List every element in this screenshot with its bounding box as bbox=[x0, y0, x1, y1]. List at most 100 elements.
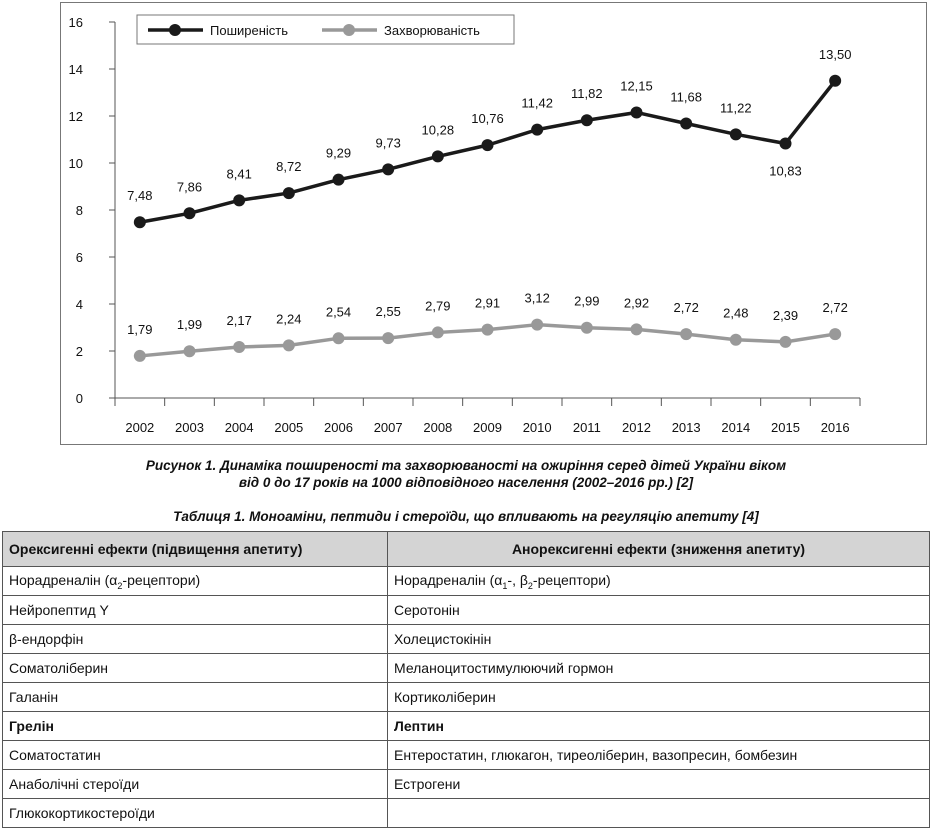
data-point bbox=[580, 321, 593, 334]
x-tick-label: 2002 bbox=[125, 420, 154, 435]
table-row: Норадреналін (α2-рецептори) Норадреналін… bbox=[2, 566, 930, 596]
data-label: 2,72 bbox=[823, 300, 848, 315]
y-tick-label: 0 bbox=[76, 391, 83, 406]
table-caption: Таблиця 1. Моноаміни, пептиди і стероїди… bbox=[173, 509, 759, 524]
data-point bbox=[183, 345, 196, 358]
data-point bbox=[282, 339, 295, 352]
anorexigenic-cell: Норадреналін (α1-, β2-рецептори) bbox=[387, 566, 930, 596]
data-point bbox=[233, 194, 246, 207]
x-tick-label: 2015 bbox=[771, 420, 800, 435]
appetite-regulation-table: Орексигенні ефекти (підвищення апетиту) … bbox=[2, 531, 930, 828]
anorexigenic-cell: Лептин bbox=[387, 711, 930, 741]
table-row: Глюкокортикостероїди bbox=[2, 798, 930, 828]
orexigenic-cell: Соматостатин bbox=[2, 740, 388, 770]
data-label: 8,72 bbox=[276, 159, 301, 174]
data-label: 13,50 bbox=[819, 47, 852, 62]
data-point bbox=[431, 326, 444, 339]
data-point bbox=[531, 318, 544, 331]
data-label: 8,41 bbox=[227, 166, 252, 181]
data-label: 7,48 bbox=[127, 188, 152, 203]
table-header-row: Орексигенні ефекти (підвищення апетиту) … bbox=[2, 531, 930, 567]
data-label: 2,99 bbox=[574, 294, 599, 309]
y-tick-label: 8 bbox=[76, 203, 83, 218]
data-point bbox=[133, 349, 146, 362]
data-label: 10,76 bbox=[471, 111, 504, 126]
y-tick-label: 10 bbox=[69, 156, 83, 171]
data-label: 3,12 bbox=[525, 291, 550, 306]
data-point bbox=[630, 323, 643, 336]
y-tick-label: 12 bbox=[69, 109, 83, 124]
x-tick-label: 2013 bbox=[672, 420, 701, 435]
line-chart: 0 2 4 6 8 10 12 14 16 2002 2003 2004 2005 2006 2007 200… bbox=[69, 14, 861, 435]
data-label: 11,82 bbox=[571, 86, 603, 101]
data-point bbox=[729, 333, 742, 346]
table-row: Соматостатин Ентеростатин, глюкагон, тир… bbox=[2, 740, 930, 770]
x-tick-label: 2011 bbox=[573, 420, 601, 435]
legend-label: Поширеність bbox=[210, 23, 288, 38]
data-point bbox=[332, 173, 345, 186]
data-label: 12,15 bbox=[620, 78, 653, 93]
orexigenic-cell: Нейропептид Y bbox=[2, 595, 388, 625]
data-point bbox=[580, 114, 593, 127]
figure-caption-line-1: Рисунок 1. Динаміка поширеності та захво… bbox=[145, 458, 787, 473]
orexigenic-cell: Галанін bbox=[2, 682, 388, 712]
y-tick-label: 14 bbox=[69, 62, 83, 77]
table-row: Галанін Кортиколіберин bbox=[2, 682, 930, 712]
data-label: 11,42 bbox=[521, 96, 553, 111]
data-label: 2,54 bbox=[326, 304, 351, 319]
x-tick-label: 2010 bbox=[523, 420, 552, 435]
table-row: Грелін Лептин bbox=[2, 711, 930, 741]
figure-caption: Рисунок 1. Динаміка поширеності та захво… bbox=[0, 457, 932, 491]
table-row: Соматоліберин Меланоцитостимулюючий горм… bbox=[2, 653, 930, 683]
anorexigenic-cell: Естрогени bbox=[387, 769, 930, 799]
data-label: 2,72 bbox=[674, 300, 699, 315]
data-point bbox=[630, 106, 643, 119]
header-orexigenic: Орексигенні ефекти (підвищення апетиту) bbox=[2, 531, 388, 567]
anorexigenic-cell: Кортиколіберин bbox=[387, 682, 930, 712]
x-tick-label: 2006 bbox=[324, 420, 353, 435]
data-label: 2,55 bbox=[376, 304, 401, 319]
data-label: 2,92 bbox=[624, 295, 649, 310]
x-tick-label: 2014 bbox=[721, 420, 750, 435]
data-point bbox=[233, 341, 246, 354]
data-point bbox=[729, 128, 742, 141]
x-tick-label: 2016 bbox=[821, 420, 850, 435]
data-label: 2,17 bbox=[227, 313, 252, 328]
data-label: 2,79 bbox=[425, 298, 450, 313]
data-label: 1,79 bbox=[127, 322, 152, 337]
data-point bbox=[382, 332, 395, 345]
data-point bbox=[779, 335, 792, 348]
data-label: 10,83 bbox=[769, 163, 802, 178]
data-label: 2,91 bbox=[475, 296, 500, 311]
data-point bbox=[779, 137, 792, 150]
data-point bbox=[183, 207, 196, 220]
orexigenic-cell: Соматоліберин bbox=[2, 653, 388, 683]
data-label: 7,86 bbox=[177, 179, 202, 194]
data-label: 2,39 bbox=[773, 308, 798, 323]
y-tick-label: 6 bbox=[76, 250, 83, 265]
figure-caption-line-2: від 0 до 17 років на 1000 відповідного н… bbox=[238, 475, 694, 490]
header-anorexigenic: Анорексигенні ефекти (зниження апетиту) bbox=[387, 531, 930, 567]
x-tick-label: 2009 bbox=[473, 420, 502, 435]
orexigenic-cell: Глюкокортикостероїди bbox=[2, 798, 388, 828]
y-tick-label: 16 bbox=[69, 15, 83, 30]
data-label: 11,68 bbox=[670, 90, 702, 105]
orexigenic-cell: Грелін bbox=[2, 711, 388, 741]
orexigenic-cell: Норадреналін (α2-рецептори) bbox=[2, 566, 388, 596]
data-label: 1,99 bbox=[177, 317, 202, 332]
y-tick-label: 4 bbox=[76, 297, 83, 312]
table-row: Анаболічні стероїди Естрогени bbox=[2, 769, 930, 799]
data-label: 9,29 bbox=[326, 146, 351, 161]
x-tick-label: 2007 bbox=[374, 420, 403, 435]
anorexigenic-cell: Серотонін bbox=[387, 595, 930, 625]
data-label: 10,28 bbox=[422, 122, 455, 137]
legend-swatch-marker bbox=[343, 24, 355, 36]
data-point bbox=[282, 187, 295, 200]
data-label: 9,73 bbox=[376, 135, 401, 150]
data-point bbox=[481, 323, 494, 336]
data-label: 2,24 bbox=[276, 311, 301, 326]
x-tick-label: 2012 bbox=[622, 420, 651, 435]
anorexigenic-cell: Меланоцитостимулюючий гормон bbox=[387, 653, 930, 683]
orexigenic-cell: Анаболічні стероїди bbox=[2, 769, 388, 799]
data-point bbox=[481, 139, 494, 152]
